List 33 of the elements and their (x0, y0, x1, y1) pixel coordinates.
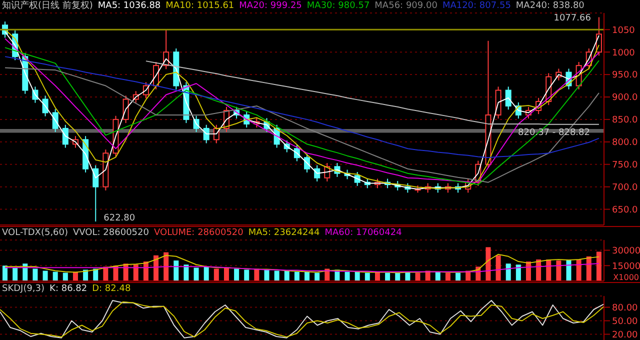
text: K: 86.82 (50, 284, 88, 294)
text: MA30: 980.57 (306, 1, 370, 11)
annotation: 622.80 (104, 214, 136, 224)
text: VVOL: 28600520 (73, 228, 149, 238)
y-tick-label: 1050 (612, 26, 636, 36)
text: MA5: 1036.88 (98, 1, 161, 11)
text: MA240: 838.80 (516, 1, 584, 11)
y-tick-label: 1000 (612, 48, 636, 58)
y-tick-label: 50.00 (612, 316, 638, 327)
y-tick-label: 30000 (612, 246, 640, 256)
chart-title: 知识产权(日线 前复权) (2, 1, 93, 11)
y-tick-label: 800.0 (612, 138, 638, 148)
series-label: D: 82.48 (92, 284, 131, 294)
y-tick-label: 80.00 (612, 303, 638, 314)
y-tick-label: 850.0 (612, 116, 638, 126)
y-tick-label: 650.0 (612, 205, 638, 216)
text: MA5: 23624244 (248, 228, 320, 238)
y-tick-label: 950.0 (612, 70, 638, 81)
text: MA56: 909.00 (374, 1, 438, 11)
text: MA10: 1015.61 (166, 1, 234, 11)
series-label: VOLUME: 28600520 (154, 228, 244, 238)
text: MA120: 807.55 (442, 1, 511, 11)
text: MA60: 17060424 (324, 228, 402, 238)
y-tick-label: 900.0 (612, 93, 638, 104)
y-tick-label: 700.0 (612, 183, 638, 194)
chart-title: VOL-TDX(5,60) (2, 228, 68, 238)
chart-title: SKDJ(9,3) (2, 284, 45, 294)
y-tick-label: 15000 (612, 262, 640, 272)
y-axis-title: X1000 (613, 273, 639, 282)
y-tick-label: 750.0 (612, 160, 638, 171)
text: MA20: 999.25 (239, 1, 302, 11)
y-tick-label: 20.00 (612, 330, 638, 340)
annotation: 1077.66 (554, 13, 592, 24)
